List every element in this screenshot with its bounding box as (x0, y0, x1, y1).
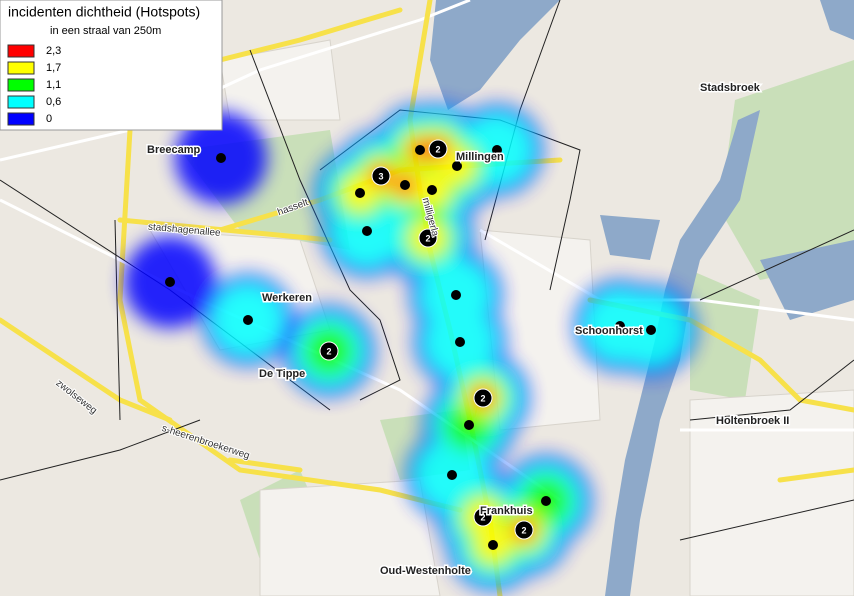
place-label: Frankhuis (480, 505, 533, 517)
legend-swatch (7, 44, 35, 58)
incident-dot (488, 540, 498, 550)
incident-dot (165, 277, 175, 287)
cluster-label: 2 (480, 393, 485, 403)
cluster-label: 2 (435, 144, 440, 154)
cluster-dot (514, 520, 534, 540)
cluster-dot (418, 228, 438, 248)
legend-swatch (7, 61, 35, 75)
legend-label: 2,3 (46, 45, 61, 57)
incident-dot (492, 145, 502, 155)
incident-dot (362, 226, 372, 236)
incident-dot (447, 470, 457, 480)
cluster-dot (473, 388, 493, 408)
incident-dot (355, 188, 365, 198)
incidents: 3 2 2 2 2 2 2 (165, 139, 656, 550)
incident-dot (400, 180, 410, 190)
incident-dot (646, 325, 656, 335)
place-label: Oud-Westenholte (380, 565, 471, 577)
legend-label: 1,7 (46, 62, 61, 74)
incident-dot (216, 153, 226, 163)
incident-dot (541, 496, 551, 506)
cluster-dot (428, 139, 448, 159)
incident-dot (451, 290, 461, 300)
place-label: Millingen (456, 151, 504, 163)
legend-swatch (7, 78, 35, 92)
cluster-label: 2 (425, 233, 430, 243)
place-label: Holtenbroek II (716, 415, 789, 427)
legend: incidenten dichtheid (Hotspots) in een s… (0, 0, 223, 131)
incident-dot (452, 161, 462, 171)
incident-dot (615, 321, 625, 331)
water (430, 0, 854, 596)
cluster-dot (371, 166, 391, 186)
incident-dot (427, 185, 437, 195)
place-label: Schoonhorst (575, 325, 643, 337)
cluster-label: 3 (378, 171, 383, 181)
place-label: De Tippe (259, 368, 305, 380)
cluster-label: 2 (480, 512, 485, 522)
legend-label: 0 (46, 113, 52, 125)
cluster-dot (473, 507, 493, 527)
cluster-label: 2 (326, 346, 331, 356)
legend-items: 2,3 1,7 1,1 0,6 0 (7, 44, 61, 126)
legend-label: 1,1 (46, 79, 61, 91)
legend-swatch (7, 95, 35, 109)
legend-swatch (7, 112, 35, 126)
legend-subtitle: in een straal van 250m (50, 25, 161, 37)
incident-dot (455, 337, 465, 347)
place-label: Werkeren (262, 292, 312, 304)
legend-title: incidenten dichtheid (Hotspots) (8, 4, 200, 20)
incident-dot (415, 145, 425, 155)
place-label: Stadsbroek (700, 82, 761, 94)
incident-dot (464, 420, 474, 430)
legend-box (0, 0, 223, 131)
legend-label: 0,6 (46, 96, 61, 108)
place-label: Breecamp (147, 144, 200, 156)
cluster-dot (319, 341, 339, 361)
incident-dot (243, 315, 253, 325)
cluster-label: 2 (521, 525, 526, 535)
